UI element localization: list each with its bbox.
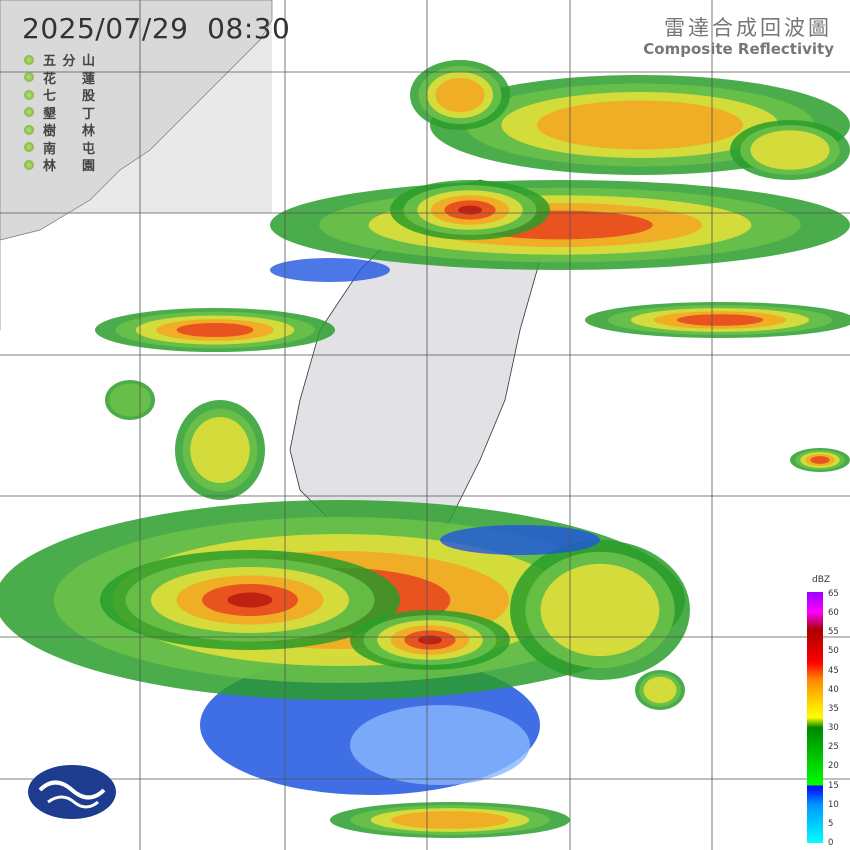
- station-name: 樹林: [43, 124, 95, 140]
- station-name: 南屯: [43, 141, 95, 157]
- station: 花蓮: [24, 69, 95, 87]
- echo: [109, 383, 151, 417]
- station: 林園: [24, 156, 95, 174]
- station-name: 七股: [43, 89, 95, 105]
- echo: [440, 525, 600, 555]
- station-name: 花蓮: [43, 71, 95, 87]
- echo: [176, 322, 254, 338]
- echo: [537, 100, 743, 150]
- echo: [418, 635, 442, 645]
- station-name: 林園: [43, 159, 95, 175]
- echo: [350, 705, 530, 785]
- station-dot: [24, 124, 34, 135]
- echo: [540, 563, 660, 657]
- legend-tick: 50: [828, 646, 839, 657]
- station-dot: [24, 159, 34, 170]
- legend-tick: 25: [828, 742, 839, 753]
- legend-tick: 35: [828, 703, 839, 714]
- echo: [270, 258, 390, 282]
- echo: [227, 592, 273, 608]
- echo: [676, 314, 764, 326]
- cwa-logo: [28, 765, 116, 819]
- echo: [750, 130, 830, 170]
- echo: [391, 811, 509, 829]
- legend-tick: 0: [828, 838, 834, 848]
- station-name: 五分山: [43, 54, 95, 70]
- station-dot: [24, 72, 34, 83]
- station-list: 五分山 花蓮七股 墾丁樹林 南屯林園: [24, 51, 95, 174]
- legend-tick: 20: [828, 761, 839, 772]
- title-zh: 雷達合成回波圖: [664, 16, 832, 40]
- title-en: Composite Reflectivity: [643, 40, 834, 58]
- legend-unit: dBZ: [812, 575, 831, 585]
- timestamp: 2025/07/29 08:30: [22, 12, 291, 45]
- station-dot: [24, 107, 34, 118]
- station: 墾丁: [24, 104, 95, 122]
- legend-tick: 45: [828, 665, 839, 676]
- station-name: 墾丁: [43, 106, 95, 122]
- echo: [810, 456, 830, 464]
- station: 樹林: [24, 121, 95, 139]
- legend-tick: 30: [828, 723, 839, 734]
- legend-tick: 15: [828, 780, 839, 791]
- station: 五分山: [24, 51, 95, 69]
- echo: [190, 417, 250, 483]
- station: 南屯: [24, 139, 95, 157]
- echo: [435, 77, 485, 113]
- legend-tick: 55: [828, 627, 839, 638]
- station-dot: [24, 142, 34, 153]
- echo: [643, 676, 677, 704]
- station-dot: [24, 54, 34, 65]
- station-dot: [24, 89, 34, 100]
- mainland-coast: [0, 0, 273, 330]
- echo: [458, 205, 482, 215]
- station: 七股: [24, 86, 95, 104]
- color-scale: [807, 592, 823, 843]
- legend-tick: 10: [828, 799, 839, 810]
- legend-tick: 5: [828, 818, 834, 829]
- legend-tick: 40: [828, 684, 839, 695]
- legend-tick: 60: [828, 608, 839, 619]
- legend-tick: 65: [828, 589, 839, 599]
